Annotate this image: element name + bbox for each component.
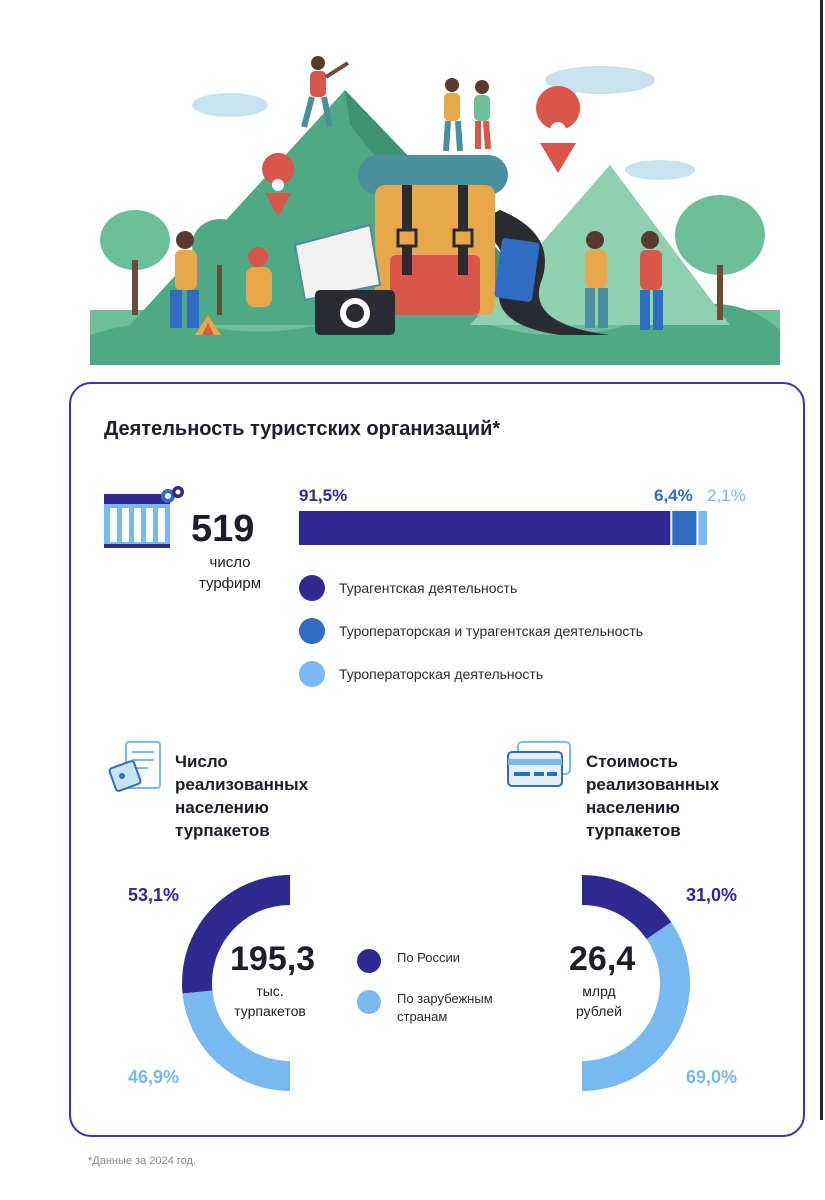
cost-title-line4: турпакетов xyxy=(586,821,681,840)
count-title-line1: Число xyxy=(175,752,228,771)
credit-cards-icon xyxy=(507,741,571,787)
packages-cost-value: 26,4 xyxy=(569,940,636,978)
cost-section-title: Стоимость реализованных населению турпак… xyxy=(586,750,719,842)
count-title-line3: населению xyxy=(175,798,269,817)
footnote: *Данные за 2024 год. xyxy=(88,1155,196,1167)
firms-label-line1: число xyxy=(209,554,251,571)
page-divider-line xyxy=(820,0,823,1120)
legend-text-operator-agency: Туроператорская и турагентская деятельно… xyxy=(339,623,644,639)
legend-item-agency: Турагентская деятельность xyxy=(299,575,517,601)
firms-count: 519 xyxy=(191,508,255,550)
count-title-line4: турпакетов xyxy=(175,821,270,840)
packages-cost-donut xyxy=(582,875,690,1091)
bar-segment-agency xyxy=(299,511,671,545)
legend-dot-agency xyxy=(299,575,325,601)
donut-left-label-foreign: 46,9% xyxy=(128,1067,180,1087)
donut-legend-foreign: По зарубежным странам xyxy=(357,990,493,1026)
donut-right-segment-russia xyxy=(582,875,672,940)
tourism-illustration xyxy=(90,56,780,365)
donut-legend-foreign-line1: По зарубежным xyxy=(397,991,493,1006)
donut-right-label-foreign: 69,0% xyxy=(686,1067,738,1087)
building-icon xyxy=(104,486,184,548)
cost-title-line3: населению xyxy=(586,798,680,817)
donut-legend-text-russia: По России xyxy=(397,950,461,965)
donut-legend-dot-russia xyxy=(357,949,381,973)
legend-text-operator: Туроператорская деятельность xyxy=(339,666,544,682)
packages-cost-unit-line2: рублей xyxy=(576,1003,622,1019)
donut-legend-russia: По России xyxy=(357,949,460,973)
bar-label-operator-agency: 6,4% xyxy=(654,486,693,505)
firms-label-line2: турфирм xyxy=(198,575,262,592)
donut-legend-text-foreign: По зарубежным странам xyxy=(397,990,493,1026)
donut-left-segment-russia xyxy=(182,875,290,994)
donut-right-segment-foreign xyxy=(582,922,690,1091)
bar-segment-operator-agency xyxy=(672,511,697,545)
legend-item-operator: Туроператорская деятельность xyxy=(299,661,543,687)
donut-legend-foreign-line2: странам xyxy=(397,1009,448,1024)
packages-count-value: 195,3 xyxy=(230,940,316,978)
bar-segment-operator xyxy=(698,511,707,545)
bar-label-operator: 2,1% xyxy=(707,486,746,505)
packages-count-unit-line2: турпакетов xyxy=(234,1003,306,1019)
count-title-line2: реализованных xyxy=(175,775,309,794)
card-title: Деятельность туристских организаций* xyxy=(104,418,501,440)
donut-left-segment-foreign xyxy=(182,990,290,1091)
tickets-icon xyxy=(108,741,161,792)
packages-count-unit-line1: тыс. xyxy=(256,983,284,999)
legend-item-operator-agency: Туроператорская и турагентская деятельно… xyxy=(299,618,643,644)
bar-label-agency: 91,5% xyxy=(299,486,348,505)
packages-cost-unit-line1: млрд xyxy=(582,983,616,999)
legend-text-agency: Турагентская деятельность xyxy=(339,580,518,596)
donut-right-label-russia: 31,0% xyxy=(686,885,738,905)
donut-left-label-russia: 53,1% xyxy=(128,885,180,905)
cost-title-line2: реализованных xyxy=(586,775,720,794)
legend-dot-operator-agency xyxy=(299,618,325,644)
count-section-title: Число реализованных населению турпакетов xyxy=(175,750,308,842)
donut-legend-dot-foreign xyxy=(357,990,381,1014)
cost-title-line1: Стоимость xyxy=(586,752,678,771)
packages-count-donut xyxy=(182,875,290,1091)
firm-activity-stacked-bar xyxy=(299,511,707,545)
legend-dot-operator xyxy=(299,661,325,687)
